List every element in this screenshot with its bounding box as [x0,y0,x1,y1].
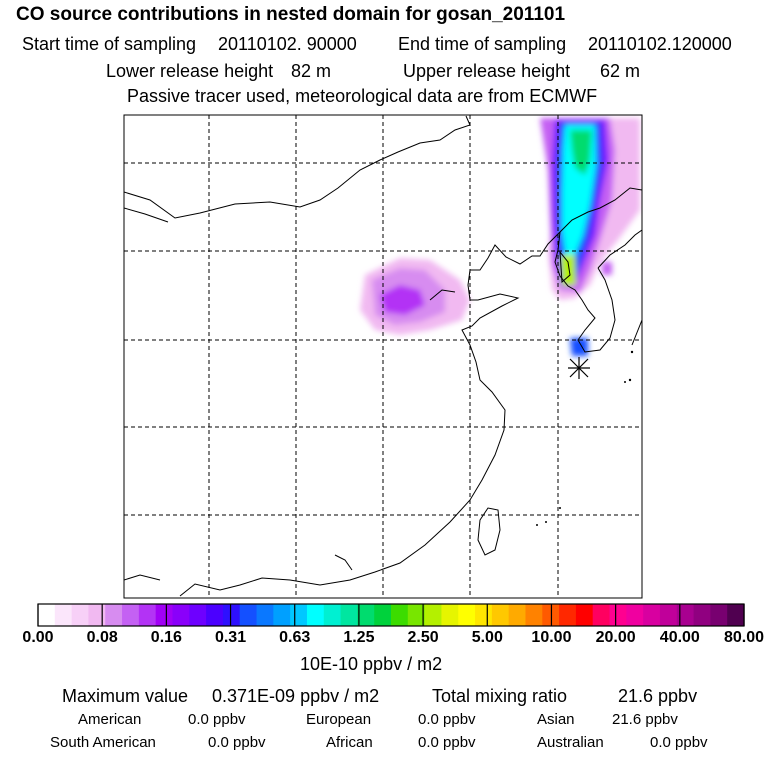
tracer-note: Passive tracer used, meteorological data… [127,86,598,106]
lower-height-label: Lower release height [106,61,274,81]
colorbar-cell [54,604,73,626]
colorbar-cell [710,604,728,626]
region-value-south-american: 0.0 ppbv [208,734,266,751]
colorbar-cell [323,604,342,626]
colorbar [37,603,745,627]
concentration-plume [520,118,640,356]
lower-height-value: 82 m [291,61,332,81]
colorbar-cell [491,604,510,626]
colorbar-tick-label: 0.31 [214,629,247,646]
small-islands [536,350,634,526]
inland-plume [360,258,470,335]
upper-height-label: Upper release height [403,61,571,81]
colorbar-tick-label: 10.00 [531,629,572,646]
colorbar-cell [105,604,123,626]
colorbar-tick-label: 80.00 [723,629,765,646]
colorbar-unit: 10E-10 ppbv / m2 [300,654,443,674]
region-value-african: 0.0 ppbv [418,734,476,751]
colorbar-cell [508,604,527,626]
colorbar-cell [340,604,358,626]
colorbar-cell [138,604,157,626]
region-value-european: 0.0 ppbv [418,711,476,728]
start-time-value: 20110102. 90000 [218,34,357,54]
colorbar-cell [424,604,443,626]
colorbar-cell [71,604,90,626]
colorbar-cell [575,604,594,626]
colorbar-cell [643,604,661,626]
end-time-label: End time of sampling [398,34,567,54]
colorbar-tick-label: 1.25 [343,629,375,646]
colorbar-cell [659,604,678,626]
colorbar-cell [273,604,291,626]
max-value-label: Maximum value [62,686,189,706]
region-name-south-american: South American [50,734,156,751]
end-time-value: 20110102.120000 [588,34,732,54]
colorbar-tick-label: 0.00 [22,629,54,646]
colorbar-cell [290,604,308,626]
colorbar-tick-label: 0.08 [86,629,118,646]
colorbar-cell [88,604,106,626]
total-mixing-label: Total mixing ratio [432,686,568,706]
colorbar-cell [122,604,140,626]
region-name-european: European [306,711,372,728]
asterisk-marker [568,357,590,379]
total-mixing-value: 21.6 ppbv [618,686,698,706]
colorbar-cell [676,604,695,626]
map-content [124,115,642,598]
region-value-american: 0.0 ppbv [188,711,246,728]
colorbar-tick-label: 0.63 [279,629,311,646]
max-value: 0.371E-09 ppbv / m2 [212,686,380,706]
colorbar-cell [559,604,577,626]
colorbar-cell [475,604,493,626]
colorbar-cell [206,604,224,626]
colorbar-cell [222,604,241,626]
colorbar-cell [727,604,745,626]
colorbar-cell [239,604,258,626]
colorbar-tick-label: 20.00 [595,629,636,646]
region-name-australian: Australian [537,734,604,751]
colorbar-cell [626,604,644,626]
colorbar-cell [458,604,476,626]
colorbar-cell [391,604,409,626]
colorbar-cell [306,604,325,626]
colorbar-cell [357,604,375,626]
colorbar-cell [609,604,627,626]
region-name-american: American [78,711,142,728]
colorbar-cell [38,604,56,626]
colorbar-cell [407,604,426,626]
region-value-asian: 21.6 ppbv [612,711,678,728]
colorbar-cell [525,604,543,626]
colorbar-cell [693,604,711,626]
colorbar-cell [172,604,190,626]
upper-height-value: 62 m [600,61,641,81]
colorbar-cell [592,604,611,626]
colorbar-tick-label: 0.16 [150,629,182,646]
map-frame [123,114,643,599]
region-name-asian: Asian [537,711,575,728]
plot-title: CO source contributions in nested domain… [16,4,566,25]
colorbar-cell [155,604,174,626]
colorbar-cell [374,604,392,626]
map-panel [123,114,643,599]
colorbar-tick-label: 5.00 [471,629,503,646]
colorbar-tick-label: 2.50 [407,629,439,646]
colorbar-tick-label: 40.00 [659,629,700,646]
start-time-label: Start time of sampling [22,34,197,54]
region-name-african: African [326,734,373,751]
colorbar-cell [189,604,207,626]
region-value-australian: 0.0 ppbv [650,734,708,751]
colorbar-cell [256,604,274,626]
gridlines [124,115,642,598]
colorbar-cell [441,604,459,626]
